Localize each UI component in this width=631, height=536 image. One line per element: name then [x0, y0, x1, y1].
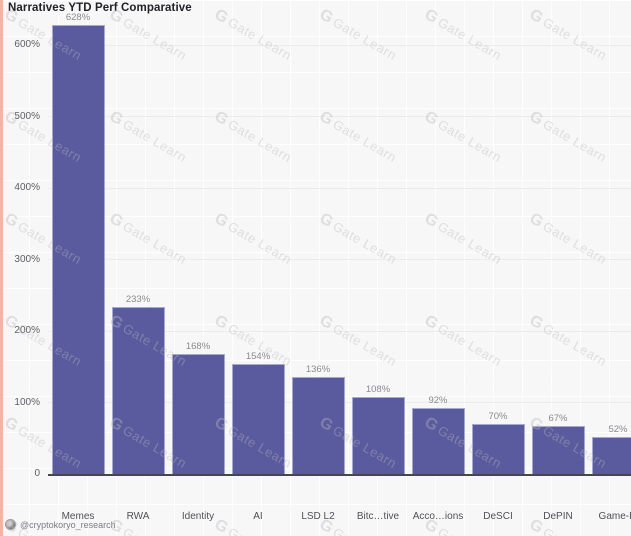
bar-rwa — [111, 307, 165, 474]
watermark-text: Gate Learn — [435, 525, 504, 536]
y-gridline — [48, 187, 631, 189]
watermark-text: Gate Learn — [540, 14, 610, 64]
watermark-text: Gate Learn — [330, 116, 400, 166]
watermark-text: Gate Learn — [330, 525, 399, 536]
bar-value-label: 92% — [428, 395, 448, 407]
x-axis-label: DePIN — [543, 511, 573, 522]
x-axis-label: Identity — [181, 511, 215, 522]
bar-value-label: 52% — [608, 423, 628, 435]
watermark: GGate Learn — [106, 210, 190, 269]
bar-value-label: 233% — [125, 294, 151, 306]
bar-value-label: 154% — [245, 350, 271, 362]
bar-value-label: 168% — [185, 340, 211, 352]
bar-acco-ions — [411, 408, 465, 474]
gate-logo-icon: G — [421, 108, 441, 129]
x-axis-line — [48, 474, 631, 476]
watermark-text: Gate Learn — [225, 116, 295, 166]
gate-logo-icon: G — [526, 210, 546, 231]
watermark: GGate Learn — [316, 312, 400, 371]
watermark-text: Gate Learn — [435, 320, 505, 370]
bar-value-label: 136% — [305, 363, 331, 375]
y-gridline — [48, 44, 631, 46]
bar-depin — [531, 426, 585, 474]
x-axis-label: DeSCI — [483, 511, 513, 522]
watermark: GGate Learn — [421, 312, 505, 371]
y-gridline — [48, 116, 631, 117]
watermark: GGate Learn — [526, 210, 610, 269]
gate-logo-icon: G — [526, 6, 546, 27]
gate-logo-icon: G — [316, 6, 336, 27]
gate-logo-icon: G — [316, 108, 336, 129]
gate-logo-icon: G — [211, 6, 231, 27]
gate-logo-icon: G — [421, 6, 441, 27]
x-axis-label: LSD L2 — [301, 511, 335, 522]
attribution-handle: @cryptokoryo_research — [20, 519, 116, 530]
y-tick-label: 600% — [14, 39, 40, 50]
watermark: GGate Learn — [526, 312, 610, 371]
bar-desci — [471, 423, 525, 474]
attribution: @cryptokoryo_research — [5, 519, 116, 530]
y-tick-label: 300% — [14, 253, 40, 265]
chart-title: Narratives YTD Perf Comparative — [8, 2, 192, 14]
gate-logo-icon: G — [526, 108, 546, 129]
watermark: GGate Learn — [316, 6, 400, 65]
bar-value-label: 628% — [65, 11, 91, 23]
watermark-text: Gate Learn — [120, 525, 189, 536]
gate-logo-icon: G — [106, 210, 126, 231]
bar-bitc-tive — [351, 396, 405, 474]
watermark-text: Gate Learn — [225, 525, 294, 536]
watermark: GGate Learn — [316, 210, 400, 269]
bar-memes — [51, 24, 105, 474]
gate-logo-icon: G — [106, 108, 126, 129]
watermark: GGate Learn — [421, 6, 505, 65]
y-tick-label: 100% — [14, 396, 40, 408]
x-axis-label: Memes — [61, 511, 95, 522]
y-tick-label: 500% — [14, 110, 40, 122]
watermark: GGate Learn — [211, 210, 295, 269]
gate-logo-icon: G — [1, 210, 21, 231]
y-gridline — [48, 330, 631, 332]
y-gridline — [48, 259, 631, 260]
watermark-text: Gate Learn — [435, 116, 505, 166]
y-tick-label: 200% — [14, 325, 40, 336]
bar-value-label: 67% — [548, 413, 568, 425]
watermark-text: Gate Learn — [225, 14, 295, 64]
bar-value-label: 70% — [488, 410, 508, 422]
watermark-text: Gate Learn — [120, 116, 190, 166]
gate-logo-icon: G — [1, 414, 21, 435]
x-axis-label: AI — [253, 511, 263, 522]
gate-logo-icon: G — [316, 210, 336, 231]
bar-identity — [171, 353, 225, 474]
watermark: GGate Learn — [421, 210, 505, 269]
watermark-text: Gate Learn — [540, 525, 609, 536]
y-tick-label: 0 — [34, 468, 40, 479]
x-axis-label: Acco…ions — [412, 511, 464, 522]
x-axis-label: Game-Fi — [598, 511, 631, 522]
watermark: GGate Learn — [526, 6, 610, 65]
bar-lsd-l2 — [291, 376, 345, 474]
watermark: GGate Learn — [106, 6, 190, 65]
y-tick-label: 400% — [14, 182, 40, 193]
watermark-text: Gate Learn — [120, 14, 190, 64]
gate-logo-icon: G — [421, 210, 441, 231]
x-axis-label: RWA — [126, 511, 150, 522]
watermark-text: Gate Learn — [540, 320, 610, 370]
gate-logo-icon: G — [211, 108, 231, 129]
bar-ai — [231, 363, 285, 474]
watermark-text: Gate Learn — [330, 14, 400, 64]
bar-value-label: 108% — [365, 383, 391, 395]
x-axis-label: Bitc…tive — [356, 511, 400, 522]
watermark-text: Gate Learn — [435, 14, 505, 64]
watermark-text: Gate Learn — [540, 116, 610, 166]
bar-game-fi — [591, 436, 631, 474]
avatar-icon — [5, 519, 16, 530]
watermark-text: Gate Learn — [330, 320, 400, 370]
window-left-border — [0, 0, 3, 536]
watermark: GGate Learn — [211, 6, 295, 65]
gate-logo-icon: G — [211, 210, 231, 231]
